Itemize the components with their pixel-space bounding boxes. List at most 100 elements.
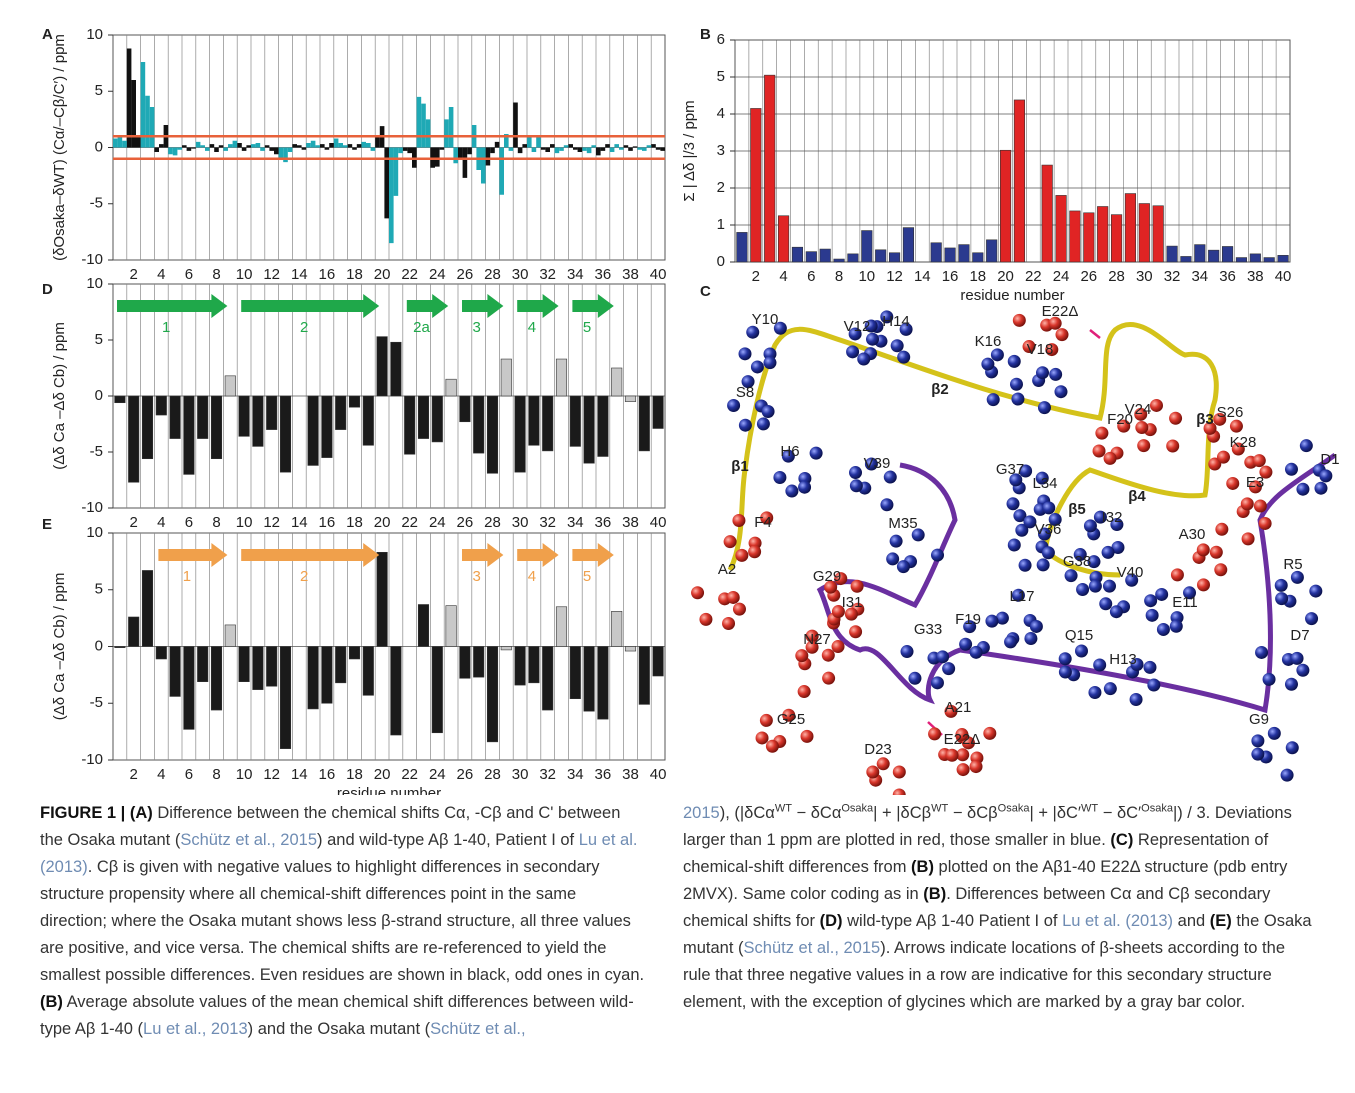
atom bbox=[1169, 412, 1182, 425]
bar bbox=[598, 396, 608, 456]
bar bbox=[320, 144, 325, 147]
residue-label: M35 bbox=[888, 515, 917, 532]
citation-link[interactable]: Schütz et al., 2015 bbox=[180, 831, 317, 849]
atom bbox=[1143, 661, 1156, 674]
beta-label: 5 bbox=[583, 568, 591, 585]
atom bbox=[1135, 421, 1148, 434]
atom bbox=[866, 766, 879, 779]
bar bbox=[325, 148, 330, 150]
structure: Y10V12H14K16V18E22ΔS8β2F20V24S26β3K28D1H… bbox=[691, 303, 1340, 795]
x-tick-label: 22 bbox=[401, 266, 418, 283]
bar bbox=[280, 396, 290, 472]
caption-bold: (C) bbox=[1110, 831, 1133, 849]
x-tick-label: 28 bbox=[484, 266, 501, 283]
atom bbox=[1210, 546, 1223, 559]
beta-label: 2 bbox=[300, 568, 308, 585]
atom bbox=[810, 447, 823, 460]
bar bbox=[550, 144, 555, 147]
panel-letter: C bbox=[700, 283, 711, 300]
y-tick-label: 1 bbox=[717, 216, 725, 233]
bar bbox=[499, 148, 504, 195]
residue-label: A30 bbox=[1179, 526, 1206, 543]
atom bbox=[1065, 569, 1078, 582]
y-tick-label: 0 bbox=[95, 387, 103, 404]
x-tick-label: 20 bbox=[374, 514, 391, 531]
y-tick-label: 10 bbox=[86, 524, 103, 541]
bar bbox=[113, 139, 118, 148]
atom bbox=[1259, 517, 1272, 530]
atom bbox=[1088, 686, 1101, 699]
atom bbox=[1275, 592, 1288, 605]
atom bbox=[1291, 652, 1304, 665]
bar bbox=[274, 148, 279, 155]
caption-bold: (B) bbox=[923, 885, 946, 903]
atom bbox=[1251, 748, 1264, 761]
bar bbox=[460, 647, 470, 679]
atom bbox=[1241, 497, 1254, 510]
atom bbox=[822, 649, 835, 662]
bar bbox=[432, 647, 442, 733]
bar bbox=[444, 119, 449, 147]
bar bbox=[487, 647, 497, 742]
bar bbox=[463, 148, 468, 178]
bar bbox=[611, 611, 621, 646]
bar bbox=[473, 647, 483, 678]
bar bbox=[435, 148, 440, 167]
citation-link[interactable]: Lu et al. (2013) bbox=[1062, 912, 1173, 930]
atom bbox=[880, 498, 893, 511]
x-tick-label: 12 bbox=[886, 268, 903, 285]
caption-text: ) and wild-type Aβ 1-40, Patient I of bbox=[317, 831, 579, 849]
bar bbox=[239, 647, 249, 682]
x-tick-label: 34 bbox=[567, 514, 584, 531]
bar bbox=[453, 148, 458, 164]
atom bbox=[801, 730, 814, 743]
bar bbox=[184, 396, 194, 474]
y-axis-label: (δOsaka–δWT) (Cα/–Cβ/C′) / ppm bbox=[51, 34, 68, 261]
bar bbox=[265, 145, 270, 147]
atom bbox=[908, 672, 921, 685]
bar bbox=[490, 148, 495, 154]
bar bbox=[302, 148, 307, 150]
caption-text: − δCα bbox=[792, 804, 841, 822]
atom bbox=[983, 727, 996, 740]
citation-link[interactable]: 2015 bbox=[683, 804, 720, 822]
atom bbox=[1217, 451, 1230, 464]
bar bbox=[564, 145, 569, 147]
bar bbox=[458, 148, 463, 159]
atom bbox=[1144, 594, 1157, 607]
residue-label: K28 bbox=[1230, 434, 1257, 451]
x-tick-label: 2 bbox=[130, 766, 138, 783]
y-tick-label: 10 bbox=[86, 26, 103, 43]
bar bbox=[211, 396, 221, 459]
bar bbox=[154, 148, 159, 153]
bar bbox=[349, 396, 359, 407]
citation-link[interactable]: Schütz et al., bbox=[430, 1020, 525, 1038]
residue-label: N27 bbox=[803, 631, 831, 648]
residue-label: V12 bbox=[844, 318, 871, 335]
bar bbox=[375, 137, 380, 147]
atom bbox=[762, 405, 775, 418]
bar bbox=[145, 96, 150, 148]
bar bbox=[806, 252, 817, 262]
x-tick-label: 2 bbox=[130, 266, 138, 283]
atom bbox=[936, 650, 949, 663]
bar bbox=[541, 148, 546, 150]
x-tick-label: 2 bbox=[130, 514, 138, 531]
bar bbox=[639, 396, 649, 451]
bar bbox=[269, 148, 274, 151]
atom bbox=[1319, 469, 1332, 482]
bar bbox=[122, 141, 127, 148]
citation-link[interactable]: Schütz et al., 2015 bbox=[744, 939, 881, 957]
bar bbox=[266, 396, 276, 430]
atom bbox=[970, 646, 983, 659]
figure: Y10V12H14K16V18E22ΔS8β2F20V24S26β3K28D1H… bbox=[0, 0, 1355, 795]
residue-label: Q15 bbox=[1065, 627, 1093, 644]
bar bbox=[1111, 215, 1122, 262]
bar bbox=[366, 143, 371, 148]
x-tick-label: 4 bbox=[157, 266, 165, 283]
bar bbox=[656, 148, 661, 150]
bar bbox=[1264, 258, 1275, 262]
citation-link[interactable]: Lu et al., 2013 bbox=[143, 1020, 248, 1038]
x-tick-label: 22 bbox=[401, 514, 418, 531]
x-tick-label: 28 bbox=[484, 766, 501, 783]
